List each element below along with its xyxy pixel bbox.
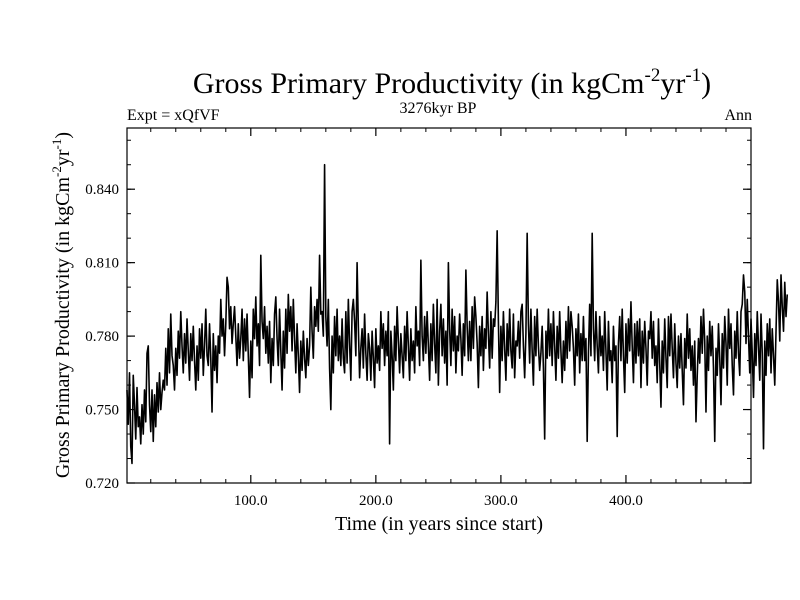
axis-ticks: [127, 128, 751, 484]
y-axis-label-sup1: -2: [49, 166, 64, 177]
chart-title: Gross Primary Productivity (in kgCm-2yr-…: [193, 65, 711, 100]
y-axis-label-mid: yr: [52, 149, 74, 166]
chart-title-mid: yr: [660, 67, 685, 100]
x-tick-label: 400.0: [609, 493, 643, 509]
chart-title-end: ): [701, 67, 711, 100]
x-tick-label: 300.0: [484, 493, 518, 509]
y-axis-label: Gross Primary Productivity (in kgCm-2yr-…: [49, 132, 74, 478]
series-line-gpp: [126, 163, 789, 465]
y-tick-label: 0.810: [85, 256, 119, 272]
y-tick-label: 0.840: [85, 182, 119, 198]
chart-title-sup1: -2: [645, 65, 661, 86]
plot-frame: [126, 127, 752, 484]
y-tick-label: 0.780: [85, 329, 119, 345]
x-tick-label: 200.0: [359, 493, 393, 509]
subtitle-experiment: Expt = xQfVF: [127, 107, 220, 124]
subtitle-period: 3276kyr BP: [400, 100, 477, 117]
y-tick-label: 0.750: [85, 403, 119, 419]
y-axis-label-end: ): [52, 132, 74, 139]
chart-title-sup2: -1: [685, 65, 701, 86]
x-axis-label: Time (in years since start): [335, 513, 543, 535]
tick-labels: 0.720 0.750 0.780 0.810 0.840 100.0 200.0 300.0…: [85, 182, 643, 509]
subtitle-season: Ann: [724, 107, 752, 124]
y-axis-label-main: Gross Primary Productivity (in kgCm: [52, 177, 74, 479]
y-tick-label: 0.720: [85, 476, 119, 492]
x-tick-label: 100.0: [234, 493, 268, 509]
y-axis-label-sup2: -1: [49, 139, 64, 150]
chart-title-main: Gross Primary Productivity (in kgCm: [193, 67, 645, 100]
